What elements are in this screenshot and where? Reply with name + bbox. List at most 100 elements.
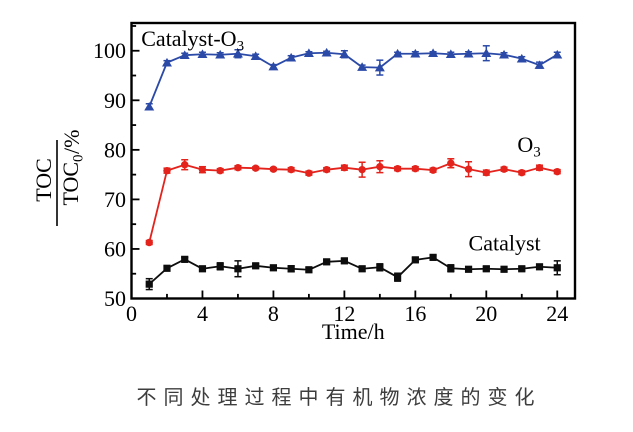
square-marker [163,264,171,272]
y-tick-label: 50 [104,286,126,311]
square-marker [500,265,508,273]
triangle-marker [481,48,492,58]
catalyst-label: Catalyst [469,230,541,255]
square-marker [252,262,260,270]
toc-removal-chart: 0 4 8 12 16 20 24 50 60 70 80 90 100 Catalyst-O3 O3 Cat… [31,21,577,344]
x-tick-label: 16 [404,301,426,326]
circle-marker [287,165,295,174]
circle-marker [482,168,490,177]
triangle-marker [321,47,332,57]
triangle-marker [392,48,403,58]
y-title-suffix: /% [59,130,84,154]
square-marker [145,280,153,288]
square-marker [340,257,348,265]
triangle-marker [161,57,172,67]
y-tick-label: 100 [93,38,126,63]
triangle-marker [215,49,226,59]
circle-marker [305,169,313,177]
triangle-marker [410,48,421,58]
circle-marker [376,162,384,171]
triangle-marker [428,48,439,58]
circle-marker [553,167,561,176]
series-catalyst: Catalyst [145,230,561,291]
y-tick-label: 60 [104,236,126,261]
triangle-marker [463,48,474,58]
x-tick-label: 0 [126,301,137,326]
y-axis-title: TOC TOC0/% [31,130,87,226]
circle-marker [411,164,420,173]
square-marker [358,265,366,273]
y-title-denominator: TOC0 [58,154,87,205]
y-tick-label: 80 [104,137,126,162]
circle-marker [269,165,278,173]
square-marker [198,265,207,273]
y-title-numerator: TOC [31,158,56,202]
o3-label: O3 [517,132,540,161]
circle-marker [340,163,349,172]
circle-marker [393,164,402,173]
x-axis [130,290,559,299]
x-axis-title: Time/h [322,319,385,344]
square-marker [287,265,295,273]
x-tick-label: 20 [475,301,497,326]
y-tick-label: 70 [104,187,126,212]
circle-marker [447,159,455,167]
catalyst-error-bars [145,254,561,291]
triangle-marker [268,61,279,71]
triangle-marker [534,60,545,69]
x-tick-labels: 0 4 8 12 16 20 24 [126,301,568,326]
square-marker [305,266,313,274]
triangle-marker [232,48,243,58]
square-marker [269,264,278,272]
circle-marker [358,165,366,174]
catalyst-o3-markers [144,47,563,111]
catalyst-line [148,256,558,285]
triangle-marker [445,49,456,59]
circle-marker [535,163,544,172]
series-o3: O3 [145,132,561,247]
plot-frame [130,21,577,300]
square-marker [535,263,544,271]
triangle-marker [552,49,563,59]
triangle-marker [250,51,261,60]
circle-marker [145,238,153,247]
circle-marker [322,165,331,174]
circle-marker [181,161,189,169]
circle-marker [500,165,508,173]
catalyst-markers [145,253,561,288]
circle-marker [198,165,207,174]
y-axis [131,25,140,300]
catalyst-o3-error-bars [145,45,561,111]
triangle-marker [179,50,190,60]
circle-marker [518,168,526,177]
series-catalyst-o3: Catalyst-O3 [141,26,563,111]
square-marker [376,263,384,271]
square-marker [429,253,437,261]
y-tick-labels: 50 60 70 80 90 100 [93,38,126,311]
square-marker [482,265,490,273]
o3-markers [145,159,561,247]
x-tick-label: 4 [197,301,208,326]
circle-marker [163,166,171,175]
triangle-marker [516,53,527,63]
x-tick-label: 24 [546,301,568,326]
square-marker [216,262,224,270]
circle-marker [429,166,437,174]
square-marker [518,265,526,273]
square-marker [181,255,189,263]
square-marker [394,273,402,281]
figure-caption: 不同处理过程中有机物浓度的变化 [136,387,542,409]
triangle-marker [339,49,350,59]
triangle-marker [374,62,385,72]
square-marker [447,264,455,272]
x-tick-label: 12 [333,301,355,326]
catalyst-o3-label: Catalyst-O3 [141,26,244,55]
square-marker [553,264,561,272]
circle-marker [234,163,242,172]
catalyst-o3-line [148,51,558,108]
triangle-marker [286,52,297,62]
triangle-marker [499,49,510,59]
triangle-marker [357,62,368,71]
square-marker [323,258,331,266]
